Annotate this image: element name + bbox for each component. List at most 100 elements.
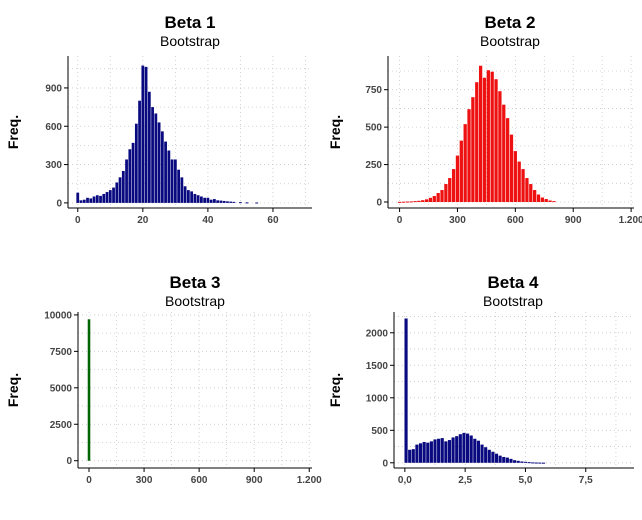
histogram-bar — [548, 200, 552, 203]
histogram-bar — [92, 196, 96, 203]
histogram-bar — [105, 192, 109, 203]
histogram-bar — [552, 201, 556, 203]
histogram-bar — [509, 134, 514, 203]
y-axis-label: Freq. — [327, 373, 343, 407]
histogram-bar — [397, 201, 402, 203]
histogram-bar — [245, 202, 249, 204]
histogram-bar — [200, 196, 203, 203]
histogram-bar — [469, 435, 473, 463]
y-tick-label: 10000 — [44, 310, 72, 321]
y-tick-label: 500 — [365, 123, 382, 134]
histogram-bar — [173, 159, 177, 203]
histogram-bar — [413, 201, 417, 203]
histogram-bar — [147, 91, 151, 203]
y-axis-label: Freq. — [5, 115, 21, 149]
histogram-bar — [513, 151, 517, 203]
histogram-bar — [170, 159, 174, 203]
histogram-bar — [536, 194, 541, 203]
x-tick-label: 2,5 — [458, 475, 472, 486]
histogram-bar — [128, 149, 132, 203]
histogram-bar — [505, 457, 509, 463]
y-tick-label: 500 — [371, 426, 388, 437]
histogram-bar — [494, 453, 499, 463]
x-tick-label: 0 — [75, 215, 81, 226]
bars — [87, 319, 91, 461]
y-tick-label: 600 — [45, 122, 62, 133]
histogram-bar — [255, 202, 259, 204]
chart-title: Beta 4 — [487, 273, 539, 292]
histogram-bar — [444, 441, 448, 463]
histogram-bar — [476, 440, 480, 463]
histogram-bar — [226, 201, 229, 203]
x-tick-label: 60 — [267, 215, 279, 226]
histogram-bar — [440, 190, 444, 203]
histogram-bar — [527, 462, 531, 464]
histogram-bar — [177, 169, 180, 203]
histogram-bar — [451, 437, 455, 463]
histogram-bar — [219, 200, 223, 203]
histogram-bar — [196, 195, 200, 203]
y-tick-label: 900 — [45, 83, 62, 94]
x-tick-label: 600 — [507, 215, 524, 226]
grid-lines — [394, 312, 634, 468]
histogram-bar — [444, 184, 448, 203]
y-tick-label: 0 — [66, 456, 72, 467]
histogram-bar — [167, 150, 171, 203]
histogram-bar — [525, 178, 529, 203]
histogram-bar — [86, 197, 89, 203]
chart-subtitle: Bootstrap — [483, 293, 543, 309]
histogram-bar — [459, 140, 463, 203]
grid-lines — [78, 312, 312, 468]
histogram-bar — [112, 187, 115, 203]
grid-lines — [68, 56, 312, 208]
histogram-bar — [121, 170, 125, 203]
histogram-bar — [206, 197, 210, 203]
histogram-bar — [534, 462, 538, 464]
histogram-bar — [498, 91, 502, 203]
y-tick-label: 1000 — [366, 393, 389, 404]
histogram-bar — [448, 178, 452, 203]
x-tick-label: 900 — [565, 215, 582, 226]
histogram-bar — [138, 100, 141, 203]
histogram-bar — [429, 441, 433, 463]
histogram-bar — [440, 438, 444, 463]
histogram-bar — [482, 77, 487, 203]
histogram-bar — [144, 66, 148, 203]
x-tick-label: 0 — [397, 215, 403, 226]
chart-subtitle: Bootstrap — [160, 33, 220, 49]
histogram-bar — [95, 195, 99, 203]
y-axis-label: Freq. — [327, 115, 343, 149]
histogram-bar — [125, 159, 128, 203]
y-tick-label: 250 — [365, 160, 382, 171]
histogram-bar — [87, 319, 91, 461]
histogram-bar — [466, 433, 470, 463]
histogram-bar — [99, 195, 102, 203]
histogram-bar — [451, 169, 456, 203]
histogram-bar — [473, 438, 477, 463]
histogram-bar — [517, 161, 521, 203]
histogram-bar — [151, 107, 154, 203]
histogram-bar — [76, 192, 80, 203]
histogram-bar — [455, 155, 460, 203]
histogram-bar — [193, 193, 197, 203]
histogram-bar — [521, 169, 525, 203]
histogram-bar — [540, 197, 544, 203]
histogram-bar — [428, 197, 433, 203]
y-tick-label: 2000 — [366, 328, 389, 339]
histogram-bar — [544, 199, 548, 203]
chart-title: Beta 3 — [169, 273, 220, 292]
x-tick-label: 5,0 — [519, 475, 533, 486]
histogram-bar — [134, 123, 138, 203]
histogram-bar — [433, 439, 437, 463]
histogram-bar — [164, 141, 167, 203]
x-tick-label: 900 — [246, 475, 263, 486]
histogram-bar — [478, 65, 483, 203]
histogram-bar — [520, 461, 524, 463]
chart-subtitle: Bootstrap — [165, 293, 225, 309]
histogram-bar — [203, 197, 207, 203]
x-tick-label: 1.200 — [297, 475, 322, 486]
histogram-bar — [523, 461, 528, 463]
